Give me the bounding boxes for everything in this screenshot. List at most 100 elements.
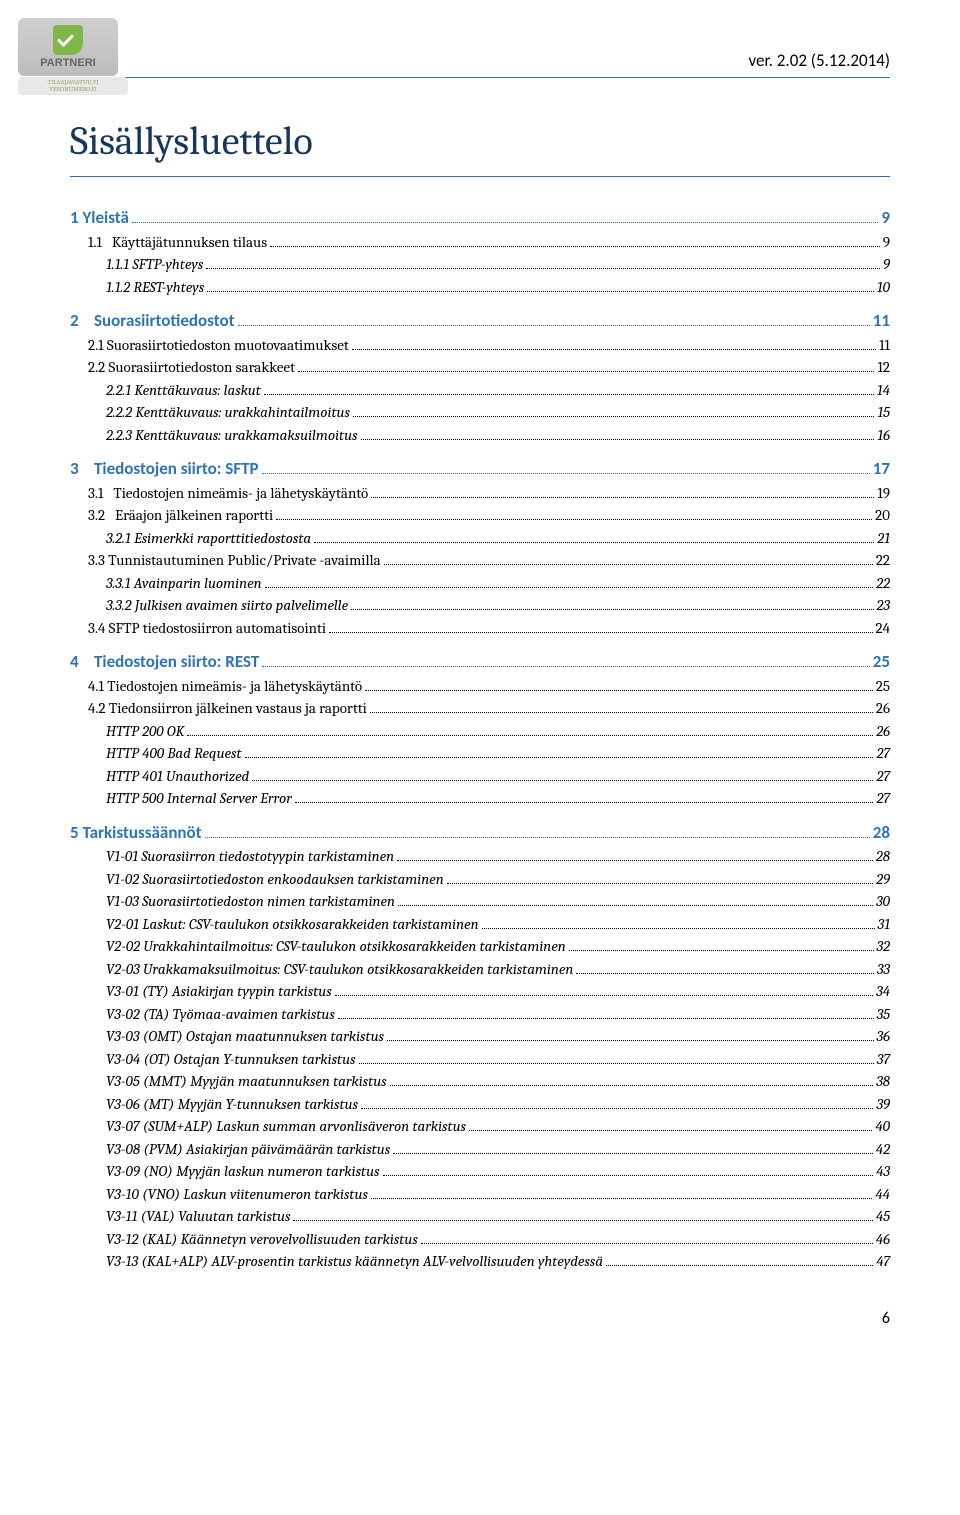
- toc-entry[interactable]: 2.2.2 Kenttäkuvaus: urakkahintailmoitus1…: [70, 401, 890, 424]
- toc-entry[interactable]: V1-01 Suorasiirron tiedostotyypin tarkis…: [70, 845, 890, 868]
- toc-label: 3 Tiedostojen siirto: SFTP: [70, 456, 259, 482]
- toc-entry[interactable]: V2-01 Laskut: CSV-taulukon otsikkosarakk…: [70, 913, 890, 936]
- toc-leader: [298, 371, 875, 372]
- toc-leader: [335, 995, 873, 996]
- toc-entry[interactable]: 3.2.1 Esimerkki raporttitiedostosta21: [70, 527, 890, 550]
- toc-entry[interactable]: V3-13 (KAL+ALP) ALV-prosentin tarkistus …: [70, 1250, 890, 1273]
- toc-page: 28: [876, 845, 890, 868]
- toc-entry[interactable]: V3-01 (TY) Asiakirjan tyypin tarkistus34: [70, 980, 890, 1003]
- toc-entry[interactable]: 3.1 Tiedostojen nimeämis- ja lähetyskäyt…: [70, 482, 890, 505]
- toc-page: 39: [876, 1093, 890, 1116]
- toc-leader: [387, 1040, 874, 1041]
- toc-entry[interactable]: V3-05 (MMT) Myyjän maatunnuksen tarkistu…: [70, 1070, 890, 1093]
- checkmark-icon: [53, 25, 83, 55]
- toc-label: 1.1 Käyttäjätunnuksen tilaus: [88, 231, 267, 254]
- toc-page: 21: [877, 527, 890, 550]
- toc-leader: [314, 542, 874, 543]
- toc-entry[interactable]: 2 Suorasiirtotiedostot11: [70, 308, 890, 334]
- toc-entry[interactable]: 3.3 Tunnistautuminen Public/Private -ava…: [70, 549, 890, 572]
- toc-leader: [205, 837, 870, 838]
- toc-entry[interactable]: V3-04 (OT) Ostajan Y-tunnuksen tarkistus…: [70, 1048, 890, 1071]
- toc-entry[interactable]: HTTP 400 Bad Request27: [70, 742, 890, 765]
- toc-page: 23: [877, 594, 890, 617]
- toc-entry[interactable]: 2.1 Suorasiirtotiedoston muotovaatimukse…: [70, 334, 890, 357]
- toc-leader: [421, 1243, 873, 1244]
- toc-label: 2.2.2 Kenttäkuvaus: urakkahintailmoitus: [106, 401, 350, 424]
- toc-entry[interactable]: 1.1.2 REST-yhteys10: [70, 276, 890, 299]
- toc-entry[interactable]: 3.2 Eräajon jälkeinen raportti20: [70, 504, 890, 527]
- toc-page: 9: [881, 205, 890, 231]
- toc-entry[interactable]: V3-09 (NO) Myyjän laskun numeron tarkist…: [70, 1160, 890, 1183]
- toc-entry[interactable]: 3.3.1 Avainparin luominen22: [70, 572, 890, 595]
- toc-label: 3.3 Tunnistautuminen Public/Private -ava…: [88, 549, 381, 572]
- toc-label: V1-02 Suorasiirtotiedoston enkoodauksen …: [106, 868, 444, 891]
- toc-label: 2 Suorasiirtotiedostot: [70, 308, 235, 334]
- toc-entry[interactable]: V3-02 (TA) Työmaa-avaimen tarkistus35: [70, 1003, 890, 1026]
- toc-entry[interactable]: V3-03 (OMT) Ostajan maatunnuksen tarkist…: [70, 1025, 890, 1048]
- toc-entry[interactable]: V2-03 Urakkamaksuilmoitus: CSV-taulukon …: [70, 958, 890, 981]
- toc-leader: [393, 1153, 873, 1154]
- toc-entry[interactable]: 3.4 SFTP tiedostosiirron automatisointi 2…: [70, 617, 890, 640]
- toc-entry[interactable]: 1.1 Käyttäjätunnuksen tilaus 9: [70, 231, 890, 254]
- toc-page: 46: [876, 1228, 890, 1251]
- toc-entry[interactable]: 2.2.1 Kenttäkuvaus: laskut14: [70, 379, 890, 402]
- toc-leader: [245, 757, 874, 758]
- toc-leader: [482, 928, 875, 929]
- toc-leader: [383, 1175, 874, 1176]
- document-page: PARTNERI TILAAJAVASTUU.FI VERONUMERO.FI …: [0, 0, 960, 1358]
- toc-label: V3-02 (TA) Työmaa-avaimen tarkistus: [106, 1003, 335, 1026]
- toc-entry[interactable]: V3-06 (MT) Myyjän Y-tunnuksen tarkistus3…: [70, 1093, 890, 1116]
- toc-label: V2-01 Laskut: CSV-taulukon otsikkosarakk…: [106, 913, 479, 936]
- toc-page: 9: [883, 231, 890, 254]
- toc-label: V3-08 (PVM) Asiakirjan päivämäärän tarki…: [106, 1138, 390, 1161]
- toc-label: V3-10 (VNO) Laskun viitenumeron tarkistu…: [106, 1183, 368, 1206]
- toc-entry[interactable]: V3-07 (SUM+ALP) Laskun summan arvonlisäv…: [70, 1115, 890, 1138]
- toc-label: V3-03 (OMT) Ostajan maatunnuksen tarkist…: [106, 1025, 384, 1048]
- toc-entry[interactable]: 5 Tarkistussäännöt28: [70, 820, 890, 846]
- toc-leader: [576, 973, 873, 974]
- toc-entry[interactable]: V3-11 (VAL) Valuutan tarkistus45: [70, 1205, 890, 1228]
- toc-leader: [351, 609, 873, 610]
- toc-entry[interactable]: V1-03 Suorasiirtotiedoston nimen tarkist…: [70, 890, 890, 913]
- toc-page: 25: [873, 649, 890, 675]
- toc-entry[interactable]: 4.2 Tiedonsiirron jälkeinen vastaus ja r…: [70, 697, 890, 720]
- toc-entry[interactable]: V1-02 Suorasiirtotiedoston enkoodauksen …: [70, 868, 890, 891]
- toc-entry[interactable]: 1 Yleistä9: [70, 205, 890, 231]
- toc-label: V2-02 Urakkahintailmoitus: CSV-taulukon …: [106, 935, 566, 958]
- toc-page: 43: [876, 1160, 890, 1183]
- toc-entry[interactable]: V3-12 (KAL) Käännetyn verovelvollisuuden…: [70, 1228, 890, 1251]
- toc-entry[interactable]: V3-10 (VNO) Laskun viitenumeron tarkistu…: [70, 1183, 890, 1206]
- toc-page: 24: [876, 617, 890, 640]
- toc-entry[interactable]: 2.2 Suorasiirtotiedoston sarakkeet12: [70, 356, 890, 379]
- toc-entry[interactable]: 4 Tiedostojen siirto: REST25: [70, 649, 890, 675]
- toc-page: 33: [877, 958, 890, 981]
- toc-entry[interactable]: HTTP 200 OK26: [70, 720, 890, 743]
- toc-leader: [262, 473, 870, 474]
- toc-label: 1.1.2 REST-yhteys: [106, 276, 204, 299]
- toc-label: HTTP 200 OK: [106, 720, 184, 743]
- toc-entry[interactable]: V3-08 (PVM) Asiakirjan päivämäärän tarki…: [70, 1138, 890, 1161]
- toc-entry[interactable]: 1.1.1 SFTP-yhteys 9: [70, 253, 890, 276]
- toc-leader: [252, 780, 873, 781]
- toc-page: 9: [883, 253, 890, 276]
- toc-entry[interactable]: 4.1 Tiedostojen nimeämis- ja lähetyskäyt…: [70, 675, 890, 698]
- toc-leader: [384, 564, 873, 565]
- toc-label: 1.1.1 SFTP-yhteys: [106, 253, 203, 276]
- toc-entry[interactable]: V2-02 Urakkahintailmoitus: CSV-taulukon …: [70, 935, 890, 958]
- table-of-contents: 1 Yleistä91.1 Käyttäjätunnuksen tilaus91…: [70, 205, 890, 1273]
- toc-entry[interactable]: 3 Tiedostojen siirto: SFTP17: [70, 456, 890, 482]
- toc-leader: [270, 246, 880, 247]
- toc-entry[interactable]: 3.3.2 Julkisen avaimen siirto palvelimel…: [70, 594, 890, 617]
- toc-leader: [264, 394, 874, 395]
- toc-leader: [371, 497, 874, 498]
- toc-entry[interactable]: HTTP 401 Unauthorized27: [70, 765, 890, 788]
- version-text: ver. 2.02 (5.12.2014): [70, 50, 890, 71]
- toc-entry[interactable]: HTTP 500 Internal Server Error27: [70, 787, 890, 810]
- toc-label: 2.2.3 Kenttäkuvaus: urakkamaksuilmoitus: [106, 424, 358, 447]
- toc-page: 32: [877, 935, 890, 958]
- toc-label: 3.4 SFTP tiedostosiirron automatisointi: [88, 617, 326, 640]
- document-title: Sisällysluettelo: [70, 118, 890, 177]
- toc-entry[interactable]: 2.2.3 Kenttäkuvaus: urakkamaksuilmoitus1…: [70, 424, 890, 447]
- toc-leader: [262, 666, 869, 667]
- toc-leader: [295, 802, 874, 803]
